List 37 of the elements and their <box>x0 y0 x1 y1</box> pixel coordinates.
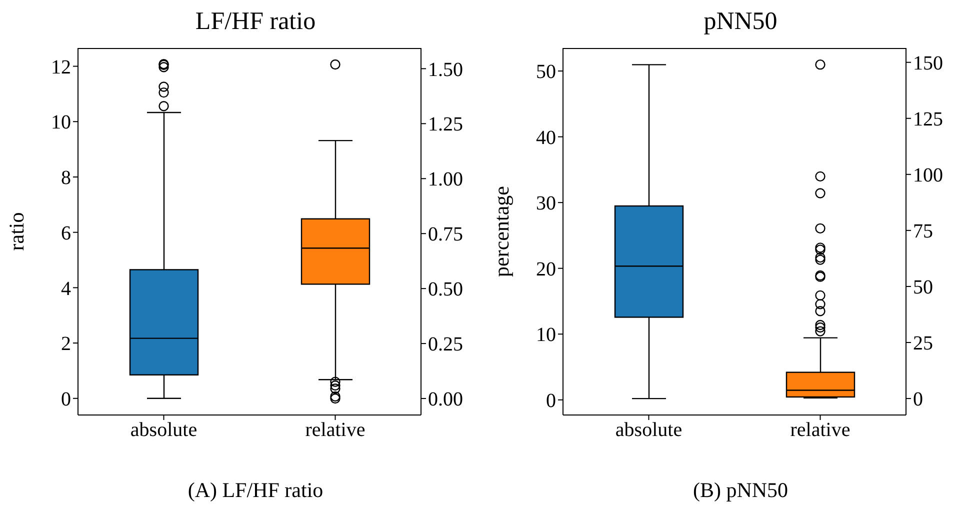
y2-tick-label: 75 <box>913 220 933 243</box>
y2-tick-label: 150 <box>913 52 943 74</box>
y-tick-label: 40 <box>536 126 556 149</box>
y2-tick-label: 25 <box>913 332 933 355</box>
y-tick-label: 20 <box>536 258 556 280</box>
x-tick-label: absolute <box>130 419 198 442</box>
chart-title: LF/HF ratio <box>194 8 317 37</box>
text: (B) pNN50 <box>692 478 790 503</box>
y2-tick-label: 1.00 <box>428 168 463 191</box>
y2-tick-label: 0.25 <box>428 334 463 356</box>
y2-tick-label: 1.50 <box>428 58 463 81</box>
y-tick-label: 10 <box>536 324 556 346</box>
y-tick-label: 4 <box>61 278 71 300</box>
y2-tick-label: 0 <box>913 388 923 411</box>
y-tick-label: 10 <box>51 112 71 134</box>
y2-tick-label: 100 <box>913 164 943 187</box>
y2-tick-label: 125 <box>913 108 943 130</box>
y-tick-label: 2 <box>61 333 71 356</box>
y2-tick-label: 0.00 <box>428 388 463 411</box>
y-tick-label: 30 <box>536 192 556 215</box>
x-tick-label: absolute <box>615 419 682 442</box>
y2-tick-label: 0.50 <box>428 278 463 301</box>
y-tick-label: 0 <box>546 390 556 412</box>
chart-title: pNN50 <box>702 8 778 37</box>
y-tick-label: 6 <box>61 222 71 244</box>
y-tick-label: 12 <box>51 56 71 78</box>
text: (A) LF/HF ratio <box>186 478 324 503</box>
y2-tick-label: 50 <box>913 276 933 299</box>
y-tick-label: 8 <box>61 167 71 190</box>
y-tick-label: 50 <box>536 61 556 84</box>
y2-tick-label: 0.75 <box>428 224 463 246</box>
x-tick-label: relative <box>305 419 366 442</box>
y-tick-label: 0 <box>61 388 71 410</box>
x-tick-label: relative <box>790 419 850 442</box>
y-axis-title: percentage <box>489 186 514 277</box>
y-axis-title: ratio <box>4 212 28 251</box>
y2-tick-label: 1.25 <box>428 114 463 136</box>
